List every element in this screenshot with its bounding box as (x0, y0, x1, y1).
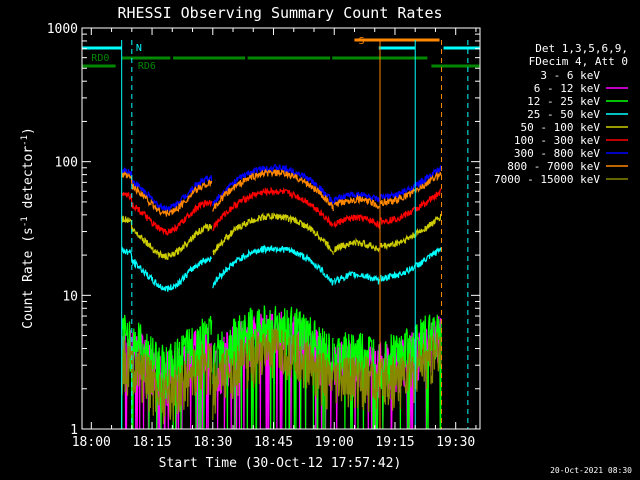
y-axis-label-part: -1 (20, 216, 30, 227)
series-line (121, 167, 213, 213)
s-flag-label: S (359, 36, 365, 47)
legend-item-label: 25 - 50 keV (527, 108, 600, 121)
series-line (379, 165, 442, 201)
series-line (212, 328, 334, 421)
y-tick-label: 100 (55, 156, 78, 171)
y-axis-label-part: detector (21, 146, 36, 217)
series-line (379, 213, 442, 251)
y-axis-label-part: ) (21, 127, 36, 135)
series-line (333, 191, 380, 205)
series-line (212, 244, 334, 289)
series-line (121, 340, 213, 425)
y-tick-label: 1000 (47, 22, 78, 37)
legend-item-label: 6 - 12 keV (534, 82, 601, 95)
series-line (212, 212, 334, 256)
flags-layer: N S RD0 RD6 (82, 36, 480, 429)
y-tick-label: 1 (70, 423, 78, 438)
series-line (121, 314, 213, 430)
y-axis-label-part: Count Rate (s (21, 227, 36, 329)
x-tick-label: 18:30 (193, 435, 232, 450)
x-tick-label: 18:45 (254, 435, 293, 450)
axes-layer: 18:00 18:15 18:30 18:45 19:00 19:15 19:30 1 10 10… (47, 22, 480, 450)
series-line (333, 193, 380, 210)
legend-item-label: 300 - 800 keV (514, 147, 600, 160)
rd0-flag-label: RD0 (91, 53, 109, 64)
legend: Det 1,3,5,6,9,FDecim 4, Att 03 - 6 keV6 … (494, 42, 628, 186)
series-line (212, 168, 334, 212)
series-line (379, 188, 442, 225)
legend-item-label: 100 - 300 keV (514, 134, 600, 147)
legend-item-label: 3 - 6 keV (540, 69, 600, 82)
legend-item-label: 7000 - 15000 keV (494, 173, 600, 186)
y-axis-label-part: -1 (20, 135, 30, 146)
series-line (212, 164, 334, 207)
x-axis-label: Start Time (30-Oct-12 17:57:42) (159, 456, 402, 471)
plot-frame (81, 27, 481, 430)
series-line (121, 170, 213, 217)
x-tick-label: 19:00 (315, 435, 354, 450)
x-tick-label: 19:30 (436, 435, 475, 450)
series-line (333, 332, 380, 430)
legend-item-label: 50 - 100 keV (521, 121, 601, 134)
series-line (379, 332, 442, 411)
series-line (379, 171, 442, 207)
legend-header: Det 1,3,5,6,9, (535, 42, 628, 55)
chart-title: RHESSI Observing Summary Count Rates (117, 4, 442, 22)
series-line (121, 246, 213, 292)
y-axis-label: Count Rate (s-1 detector-1) (20, 127, 36, 329)
series-line (379, 314, 442, 430)
series-line (379, 246, 442, 282)
legend-header: FDecim 4, Att 0 (529, 55, 628, 68)
series-line (121, 191, 213, 236)
series-layer (121, 164, 442, 430)
x-tick-label: 18:00 (72, 435, 111, 450)
y-tick-label: 10 (62, 289, 78, 304)
legend-item-label: 12 - 25 keV (527, 95, 600, 108)
series-line (333, 270, 380, 286)
legend-item-label: 800 - 7000 keV (507, 160, 600, 173)
series-line (333, 213, 380, 230)
footer-timestamp: 20-Oct-2021 08:30 (550, 466, 632, 475)
series-line (333, 237, 380, 253)
rd6-flag-label: RD6 (138, 61, 156, 72)
series-line (121, 215, 213, 261)
x-tick-label: 19:15 (375, 435, 414, 450)
series-line (212, 186, 334, 232)
x-tick-label: 18:15 (132, 435, 171, 450)
series-line (333, 356, 380, 413)
n-flag-label: N (136, 43, 142, 54)
